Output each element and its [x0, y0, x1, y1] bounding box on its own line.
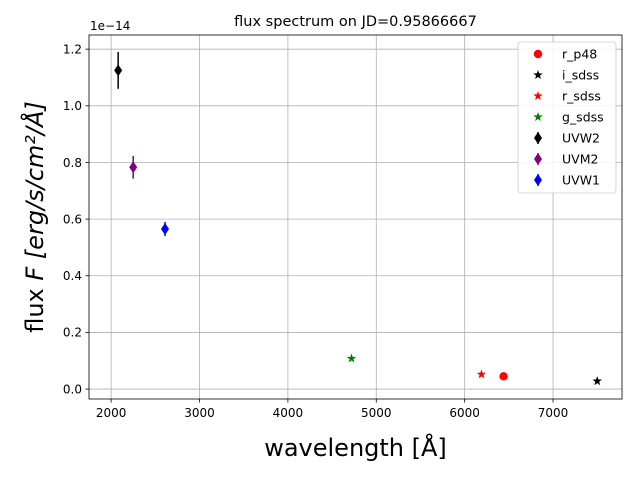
legend-marker: [533, 70, 543, 80]
y-axis-label-text: flux: [21, 281, 49, 333]
plot-frame: [88, 34, 623, 400]
chart-title: flux spectrum on JD=0.95866667: [234, 14, 477, 30]
y-axis-label-math: F [erg/s/cm²/Å]: [20, 101, 49, 280]
legend-box: [517, 41, 617, 194]
data-point: [476, 369, 487, 379]
data-point: [114, 64, 123, 77]
y-tick-label: 0.0: [63, 382, 82, 396]
x-tick-label: 7000: [538, 406, 569, 420]
legend: r_p48 i_sdss r_sdss g_sdss UVW2 UVM2 UVW1: [517, 41, 617, 194]
y-offset-text: 1e−14: [90, 19, 130, 33]
y-tick-label: 1.2: [63, 42, 82, 56]
data-point: [129, 161, 138, 174]
legend-label: UVW1: [562, 173, 600, 188]
data-point: [499, 372, 508, 381]
y-axis-label: flux F [erg/s/cm²/Å]: [20, 101, 49, 333]
x-tick-label: 5000: [361, 406, 392, 420]
legend-entries: r_p48 i_sdss r_sdss g_sdss UVW2 UVM2 UVW1: [533, 47, 604, 188]
legend-label: r_p48: [562, 47, 597, 62]
data-point: [592, 376, 603, 386]
x-tick-label: 2000: [96, 406, 127, 420]
tick-layer: 2000 3000 4000 5000 6000 7000 0.0 0.2 0.4 0.6 0.8 1…: [63, 42, 568, 420]
x-tick-label: 6000: [449, 406, 480, 420]
legend-marker: [533, 49, 543, 59]
legend-marker: [534, 132, 542, 144]
legend-marker: [533, 112, 543, 122]
x-axis-label: wavelength [Å]: [264, 433, 447, 462]
legend-label: g_sdss: [562, 110, 604, 125]
legend-marker: [534, 174, 542, 186]
legend-marker: [533, 91, 543, 101]
y-tick-label: 0.4: [63, 269, 82, 283]
legend-label: i_sdss: [562, 68, 599, 83]
y-tick-label: 1.0: [63, 99, 82, 113]
data-layer: [114, 51, 603, 386]
y-tick-label: 0.2: [63, 326, 82, 340]
y-tick-label: 0.6: [63, 212, 82, 226]
legend-label: r_sdss: [562, 89, 601, 104]
legend-label: UVW2: [562, 131, 600, 146]
y-tick-label: 0.8: [63, 156, 82, 170]
legend-marker: [534, 153, 542, 165]
x-tick-label: 3000: [184, 406, 215, 420]
data-point: [346, 353, 357, 363]
data-point: [161, 223, 170, 236]
legend-label: UVM2: [562, 152, 598, 167]
x-tick-label: 4000: [273, 406, 304, 420]
